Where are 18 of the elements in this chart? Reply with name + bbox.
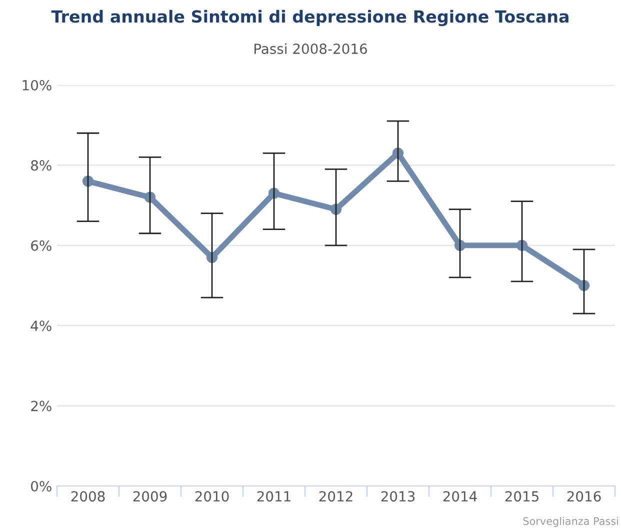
x-tick-label: 2010 (195, 491, 229, 502)
y-tick-label: 6% (31, 240, 52, 251)
text: Sorveglianza Passi (523, 516, 618, 528)
x-tick-label: 2011 (257, 491, 290, 502)
x-tick-label: 2016 (567, 491, 601, 502)
chart-title: Trend annuale Sintomi di depressione Regione Toscana (51, 10, 568, 26)
y-tick-label: 2% (31, 400, 52, 412)
y-tick-label: 8% (31, 160, 52, 171)
x-tick-label: 2008 (71, 491, 105, 502)
y-tick-label: 0% (31, 480, 52, 492)
x-tick-label: 2013 (381, 491, 415, 502)
y-tick-label: 10% (22, 80, 52, 90)
x-tick-label: 2012 (319, 491, 352, 502)
x-tick-label: 2015 (505, 491, 538, 502)
x-tick-label: 2009 (133, 491, 167, 502)
y-tick-label: 4% (30, 320, 52, 332)
x-tick-label: 2014 (443, 491, 477, 502)
chart-subtitle: Passi 2008-2016 (254, 43, 367, 54)
